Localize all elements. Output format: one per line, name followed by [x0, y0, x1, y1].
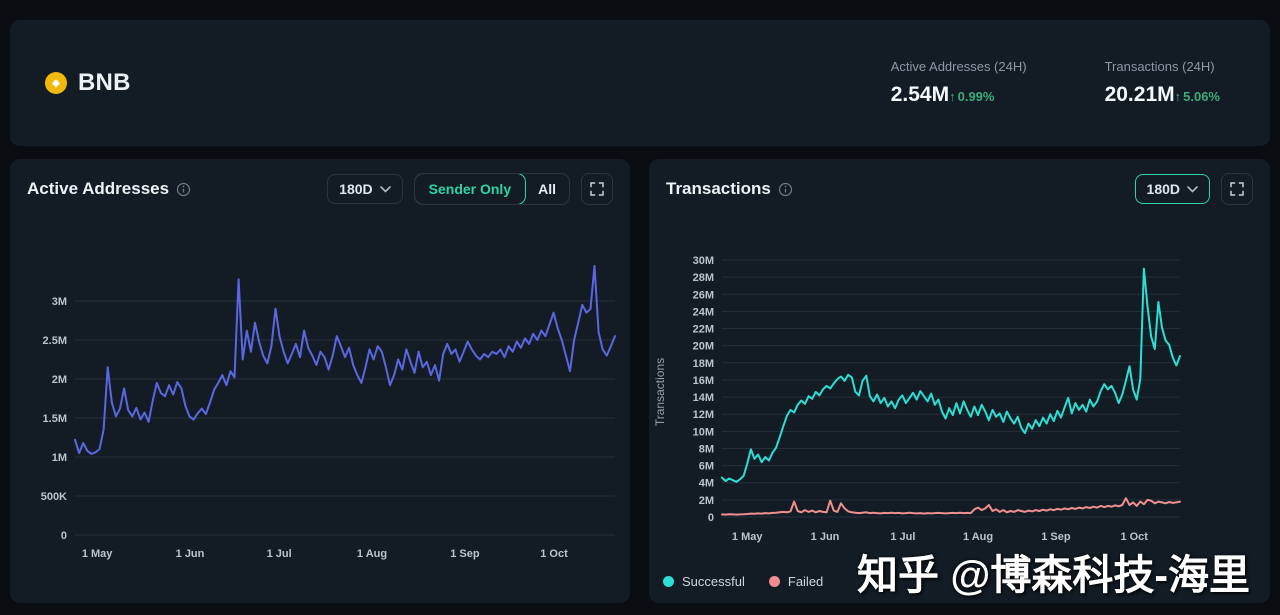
svg-text:3M: 3M — [52, 296, 67, 308]
up-arrow-icon: ↑ — [1174, 89, 1182, 104]
svg-text:0: 0 — [708, 512, 714, 524]
active-addresses-chart: 0 500K 1M 1.5M 2M 2.5M 3M 1 May 1 Jun 1 Jul 1 Aug 1… — [41, 264, 616, 560]
svg-text:1 Jul: 1 Jul — [267, 548, 292, 560]
svg-text:1 May: 1 May — [82, 548, 113, 560]
svg-text:22M: 22M — [693, 324, 714, 336]
svg-text:20M: 20M — [693, 341, 714, 353]
stat-label: Active Addresses (24H) — [890, 59, 1027, 74]
successful-dot-icon — [663, 576, 674, 587]
fullscreen-button[interactable] — [1221, 173, 1253, 205]
fullscreen-icon — [1230, 182, 1244, 196]
svg-text:16M: 16M — [693, 375, 714, 387]
svg-text:26M: 26M — [693, 289, 714, 301]
svg-text:30M: 30M — [693, 255, 714, 267]
bnb-coin-icon: ◆ — [45, 72, 67, 94]
stat-change: 0.99% — [957, 89, 995, 104]
coin-summary-card: ◆ BNB Active Addresses (24H) 2.54M ↑ 0.9… — [10, 20, 1270, 146]
panel-title: Active Addresses — [27, 179, 170, 198]
header-stats: Active Addresses (24H) 2.54M ↑ 0.99% Tra… — [891, 59, 1220, 107]
svg-text:1 Sep: 1 Sep — [450, 548, 480, 560]
svg-text:1 Jul: 1 Jul — [890, 531, 915, 543]
transactions-panel-header: Transactions 180D — [649, 159, 1270, 219]
info-icon[interactable] — [778, 182, 793, 197]
svg-text:1 Jun: 1 Jun — [176, 548, 205, 560]
active-addresses-panel-header: Active Addresses 180D Sender Only All — [10, 159, 630, 219]
chevron-down-icon — [379, 185, 391, 193]
svg-text:1 Sep: 1 Sep — [1041, 531, 1071, 543]
svg-text:1 Aug: 1 Aug — [357, 548, 387, 560]
segment-all[interactable]: All — [538, 181, 556, 197]
svg-text:4M: 4M — [699, 478, 714, 490]
svg-text:1 Oct: 1 Oct — [540, 548, 568, 560]
svg-text:14M: 14M — [693, 392, 714, 404]
info-icon[interactable] — [176, 182, 191, 197]
svg-text:1M: 1M — [52, 452, 67, 464]
svg-text:6M: 6M — [699, 461, 714, 473]
active-addresses-panel: Active Addresses 180D Sender Only All — [10, 159, 630, 603]
panel-title: Transactions — [666, 179, 771, 198]
up-arrow-icon: ↑ — [949, 89, 956, 104]
svg-text:2M: 2M — [699, 495, 714, 507]
svg-text:1 May: 1 May — [732, 531, 763, 543]
legend-item-failed[interactable]: Failed — [768, 574, 823, 589]
coin-title: BNB — [78, 69, 131, 96]
coin-identity: ◆ BNB — [45, 69, 131, 97]
stat-active-addresses-24h: Active Addresses (24H) 2.54M ↑ 0.99% — [891, 59, 1027, 107]
chevron-down-icon — [1187, 185, 1198, 193]
svg-text:24M: 24M — [693, 306, 714, 318]
svg-text:1 Jun: 1 Jun — [811, 531, 840, 543]
sender-filter-segmented-control: Sender Only All — [413, 173, 570, 205]
svg-text:12M: 12M — [693, 409, 714, 421]
svg-text:0: 0 — [61, 530, 67, 542]
stat-label: Transactions (24H) — [1104, 59, 1215, 74]
range-dropdown[interactable]: 180D — [327, 174, 403, 204]
segment-sender-only[interactable]: Sender Only — [414, 174, 527, 204]
svg-text:2M: 2M — [52, 374, 67, 386]
svg-text:18M: 18M — [693, 358, 714, 370]
stat-change: 5.06% — [1183, 89, 1220, 104]
failed-dot-icon — [768, 576, 780, 587]
transactions-panel: Transactions 180D Transactions 0 2M 4M 6M 8M… — [649, 159, 1270, 603]
legend-item-successful[interactable]: Successful — [663, 574, 745, 589]
stat-transactions-24h: Transactions (24H) 20.21M ↑ 5.06% — [1105, 59, 1220, 107]
svg-text:28M: 28M — [693, 272, 714, 284]
svg-text:500K: 500K — [41, 491, 67, 503]
range-dropdown[interactable]: 180D — [1134, 174, 1210, 204]
svg-text:1.5M: 1.5M — [43, 413, 67, 425]
fullscreen-icon — [590, 182, 604, 196]
svg-text:10M: 10M — [693, 426, 714, 438]
svg-text:1 Aug: 1 Aug — [963, 531, 993, 543]
svg-text:8M: 8M — [699, 443, 714, 455]
stat-value: 2.54M — [890, 83, 950, 106]
stat-value: 20.21M — [1104, 83, 1175, 106]
svg-text:2.5M: 2.5M — [43, 335, 67, 347]
fullscreen-button[interactable] — [581, 173, 613, 205]
transactions-chart: 0 2M 4M 6M 8M 10M 12M 14M 16M 18M 20M 22M 24M 26M 28M 3… — [693, 255, 1181, 543]
chart-legend: Successful Failed — [663, 574, 823, 589]
svg-text:1 Oct: 1 Oct — [1120, 531, 1148, 543]
